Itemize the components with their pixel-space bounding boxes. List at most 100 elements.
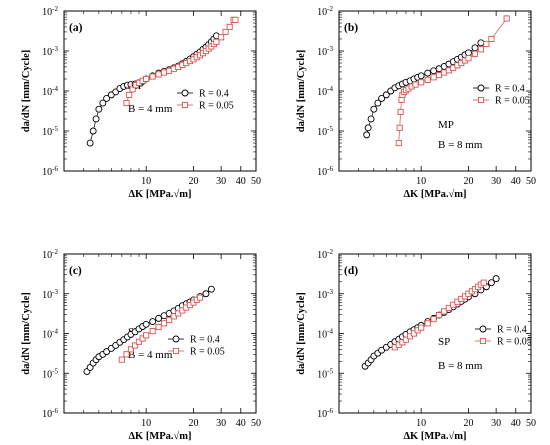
y-tick-label: 10-2 — [317, 5, 333, 18]
data-point — [123, 351, 130, 358]
legend-label: R = 0.4 — [495, 84, 525, 95]
y-tick-label: 10-3 — [317, 45, 333, 58]
annotation-process: SP — [438, 336, 450, 348]
series-r-0-05 — [395, 15, 510, 147]
panel-label: (c) — [69, 265, 82, 277]
y-tick-label: 10-2 — [317, 248, 333, 261]
y-tick-label: 10-3 — [42, 45, 58, 58]
x-tick-label: 50 — [251, 176, 261, 187]
legend-marker — [181, 101, 189, 109]
x-axis-label: ΔK [MPa.√m] — [403, 188, 466, 200]
data-point — [418, 324, 425, 331]
data-point — [424, 69, 432, 77]
data-point — [132, 342, 139, 349]
data-point — [155, 71, 162, 78]
data-point — [382, 91, 390, 99]
data-point — [149, 318, 157, 325]
data-point — [430, 316, 437, 323]
data-point — [397, 108, 404, 115]
data-point — [402, 336, 409, 343]
x-tick-label: 40 — [236, 418, 246, 429]
panel-label: (a) — [69, 22, 83, 34]
y-tick-label: 10-5 — [42, 367, 58, 380]
data-point — [471, 50, 479, 57]
data-point — [166, 316, 173, 323]
legend-label: R = 0.4 — [190, 335, 220, 346]
data-point — [483, 40, 490, 48]
data-point — [207, 285, 215, 293]
y-axis-label: da/dN [mm/Cycle] — [21, 50, 32, 133]
legend-label: R = 0.4 — [199, 89, 229, 100]
y-tick-label: 10-6 — [42, 165, 58, 178]
data-point — [503, 15, 510, 22]
x-tick-label: 10 — [416, 418, 426, 429]
legend-marker — [479, 337, 487, 345]
data-point — [86, 139, 94, 147]
y-tick-label: 10-4 — [317, 85, 333, 98]
data-point — [445, 304, 452, 311]
data-point — [95, 105, 103, 113]
data-point — [99, 99, 107, 107]
legend: R = 0.4R = 0.05 — [168, 335, 225, 358]
x-tick-label: 20 — [188, 176, 198, 187]
series-r-0-05 — [123, 16, 239, 107]
x-tick-label: 20 — [463, 418, 473, 429]
data-point — [398, 96, 405, 103]
data-point — [471, 44, 479, 52]
panel-d: 10-6 10-5 10-4 10-3 10-2 10 20 30 40 50 ΔK [MPa.√m… — [296, 248, 536, 442]
y-tick-label: 10-3 — [317, 288, 333, 301]
legend-marker — [181, 89, 189, 97]
data-point — [364, 124, 372, 132]
y-tick-label: 10-6 — [42, 407, 58, 420]
data-point — [436, 72, 443, 79]
panel-label: (d) — [344, 265, 358, 277]
data-point — [374, 99, 382, 107]
x-tick-label: 50 — [526, 176, 536, 187]
x-tick-label: 30 — [491, 418, 501, 429]
legend: R = 0.4R = 0.05 — [473, 84, 530, 107]
panel-a: 10-6 10-5 10-4 10-3 10-2 10 20 30 40 50 ΔK [MPa.√m… — [21, 5, 261, 200]
data-point — [424, 320, 431, 327]
legend-marker — [477, 96, 485, 104]
y-axis-label: da/dN [mm/Cycle] — [296, 50, 307, 133]
data-point — [143, 75, 150, 83]
data-point — [363, 131, 371, 139]
data-point — [477, 46, 484, 53]
x-tick-label: 30 — [491, 176, 501, 187]
data-point — [142, 320, 150, 328]
data-point — [149, 328, 156, 335]
data-point — [395, 139, 402, 147]
series-r-0-05 — [391, 279, 487, 351]
legend: R = 0.4R = 0.05 — [177, 89, 234, 112]
data-point — [127, 346, 134, 353]
y-tick-label: 10-6 — [317, 165, 333, 178]
data-point — [161, 320, 168, 327]
data-point — [492, 275, 500, 283]
data-point — [92, 115, 100, 123]
x-tick-label: 40 — [511, 418, 521, 429]
data-point — [129, 86, 136, 93]
data-point — [396, 124, 403, 131]
data-point — [139, 335, 146, 342]
annotation-process: MP — [438, 119, 454, 131]
data-point — [123, 99, 130, 107]
data-point — [477, 39, 485, 47]
data-point — [135, 338, 143, 345]
data-point — [143, 332, 150, 339]
data-point — [155, 324, 162, 331]
x-tick-label: 50 — [251, 418, 261, 429]
data-point — [213, 38, 220, 45]
plot-frame — [63, 253, 257, 414]
data-point — [412, 81, 419, 88]
y-tick-label: 10-4 — [317, 328, 333, 341]
data-point — [367, 115, 375, 123]
legend-marker — [477, 84, 485, 92]
x-tick-label: 40 — [511, 176, 521, 187]
series-r-0-4 — [83, 285, 215, 376]
data-point — [218, 34, 225, 41]
panel-label: (b) — [344, 22, 358, 34]
data-point — [232, 16, 239, 23]
annotation-thickness: B = 4 mm — [128, 103, 173, 115]
data-point — [436, 312, 443, 319]
